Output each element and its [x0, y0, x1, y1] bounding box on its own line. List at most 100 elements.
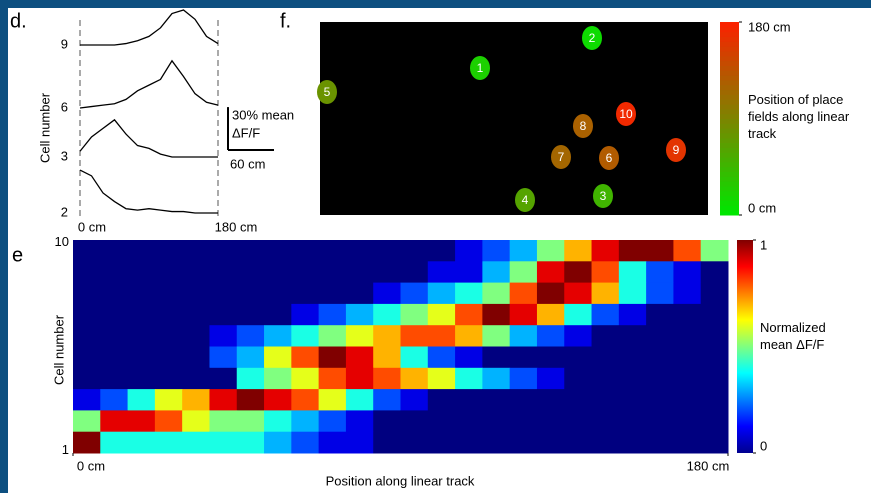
heat-cell: [373, 368, 401, 390]
colorbar-label: Normalized mean ΔF/F: [760, 319, 860, 353]
heat-cell: [592, 240, 620, 262]
heat-cell: [401, 432, 429, 454]
x-tick-label: 180 cm: [687, 458, 730, 473]
cell-label: 9: [673, 143, 680, 157]
cell-label: 1: [477, 61, 484, 75]
x-tick-label: 0 cm: [78, 219, 106, 234]
heat-cell: [291, 347, 319, 369]
heat-cell: [182, 283, 210, 305]
heat-cell: [373, 304, 401, 326]
trace: [80, 10, 218, 45]
colorbar-label: Position of place fields along linear tr…: [748, 91, 858, 142]
heat-cell: [537, 389, 565, 411]
heat-cell: [592, 347, 620, 369]
heat-cell: [455, 325, 483, 347]
figure: d. f. e Cell number Cell number Position…: [8, 8, 871, 493]
colorbar-step: [720, 27, 739, 32]
heat-cell: [646, 368, 674, 390]
colorbar-step: [720, 152, 739, 157]
heat-cell: [155, 283, 183, 305]
heat-cell: [291, 240, 319, 262]
x-tick-label: 180 cm: [215, 219, 258, 234]
colorbar-step: [720, 104, 739, 109]
heat-cell: [182, 304, 210, 326]
heat-cell: [401, 389, 429, 411]
heat-cell: [510, 304, 538, 326]
heat-cell: [701, 261, 729, 283]
colorbar-step: [720, 22, 739, 27]
heat-cell: [291, 432, 319, 454]
heat-cell: [291, 304, 319, 326]
heat-cell: [319, 368, 347, 390]
heat-cell: [100, 432, 128, 454]
heat-cell: [564, 347, 592, 369]
heat-cell: [428, 240, 456, 262]
heat-cell: [537, 347, 565, 369]
cell-label: 5: [324, 85, 331, 99]
cell-label: 6: [606, 151, 613, 165]
heat-cell: [291, 283, 319, 305]
heat-cell: [592, 410, 620, 432]
heat-cell: [291, 325, 319, 347]
colorbar-step: [720, 157, 739, 162]
scale-label: 60 cm: [230, 156, 265, 171]
heat-cell: [264, 240, 292, 262]
heat-cell: [209, 347, 237, 369]
heat-cell: [373, 347, 401, 369]
heat-cell: [155, 389, 183, 411]
heat-cell: [510, 410, 538, 432]
heat-cell: [100, 389, 128, 411]
trace: [80, 170, 218, 213]
heat-cell: [237, 283, 265, 305]
heat-cell: [619, 261, 647, 283]
heat-cell: [482, 410, 510, 432]
heat-cell: [646, 432, 674, 454]
colorbar-step: [720, 181, 739, 186]
heat-cell: [128, 410, 156, 432]
heat-cell: [264, 410, 292, 432]
heat-cell: [428, 410, 456, 432]
heat-cell: [128, 325, 156, 347]
heat-cell: [701, 389, 729, 411]
heat-cell: [619, 410, 647, 432]
heat-cell: [592, 283, 620, 305]
heat-cell: [209, 304, 237, 326]
heat-cell: [564, 410, 592, 432]
heat-cell: [619, 325, 647, 347]
heat-cell: [73, 325, 101, 347]
heat-cell: [128, 261, 156, 283]
heat-cell: [701, 368, 729, 390]
heat-cell: [155, 304, 183, 326]
heat-cell: [100, 410, 128, 432]
heat-cell: [619, 283, 647, 305]
colorbar-tick-label: 0 cm: [748, 200, 776, 215]
heat-cell: [592, 432, 620, 454]
colorbar-step: [720, 201, 739, 206]
colorbar-tick-label: 0: [760, 438, 767, 453]
heat-cell: [128, 347, 156, 369]
heat-cell: [319, 240, 347, 262]
heat-cell: [264, 325, 292, 347]
heat-cell: [128, 368, 156, 390]
heat-cell: [537, 261, 565, 283]
colorbar-step: [720, 99, 739, 104]
heat-cell: [455, 261, 483, 283]
heat-cell: [346, 240, 374, 262]
heat-cell: [73, 432, 101, 454]
colorbar-step: [720, 94, 739, 99]
colorbar-step: [720, 114, 739, 119]
heat-cell: [73, 283, 101, 305]
heat-cell: [401, 368, 429, 390]
trace: [80, 61, 218, 108]
heat-cell: [592, 325, 620, 347]
heat-cell: [564, 432, 592, 454]
colorbar-step: [720, 36, 739, 41]
heat-cell: [237, 389, 265, 411]
heat-cell: [73, 240, 101, 262]
colorbar-step: [720, 46, 739, 51]
heat-cell: [701, 347, 729, 369]
heat-cell: [100, 368, 128, 390]
heat-cell: [701, 325, 729, 347]
panel-label: f.: [280, 10, 291, 32]
heat-cell: [264, 368, 292, 390]
